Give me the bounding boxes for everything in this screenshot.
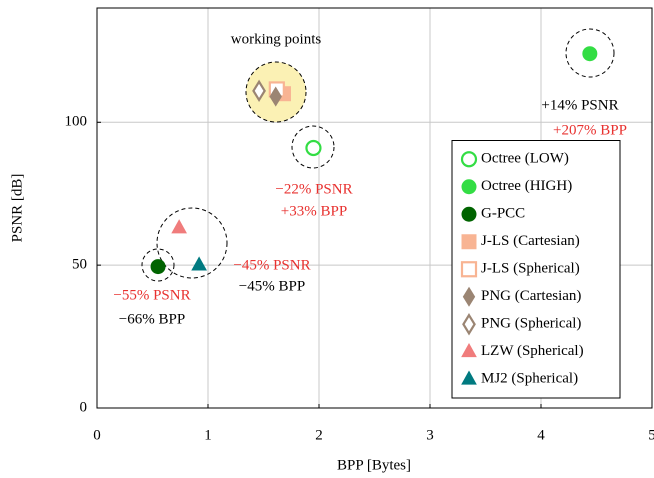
x-tick-label: 4 [537, 427, 545, 443]
legend-marker [462, 313, 476, 336]
legend-label: LZW (Spherical) [481, 343, 584, 359]
x-tick-label: 3 [426, 427, 434, 443]
legend-marker [461, 234, 477, 250]
legend-label: Octree (HIGH) [481, 178, 572, 194]
legend-marker [460, 261, 478, 278]
x-tick-label: 0 [93, 427, 101, 443]
point [191, 256, 207, 271]
annotation: working points [231, 31, 322, 47]
legend-label: PNG (Cartesian) [481, 288, 581, 304]
annotation: +14% PSNR [541, 97, 618, 113]
legend-marker [461, 206, 477, 222]
legend-label: J-LS (Cartesian) [481, 233, 580, 249]
annotation: −45% BPP [239, 278, 305, 294]
y-tick-label: 0 [80, 399, 88, 415]
annotation: −55% PSNR [113, 287, 190, 303]
legend-marker [461, 370, 477, 385]
x-tick-label: 1 [204, 427, 212, 443]
y-tick-label: 100 [65, 114, 88, 130]
legend-label: J-LS (Spherical) [481, 261, 580, 277]
legend-label: MJ2 (Spherical) [481, 371, 578, 387]
y-tick-label: 50 [72, 257, 87, 273]
legend-label: G-PCC [481, 206, 525, 222]
plot-frame [96, 7, 653, 409]
point [150, 259, 166, 275]
annotation: −66% BPP [119, 311, 185, 327]
legend-marker [462, 286, 476, 307]
legend-marker [461, 179, 477, 195]
point [269, 86, 282, 107]
legend-box [451, 140, 621, 399]
annotation: +33% BPP [281, 203, 347, 219]
highlight-circle [565, 28, 615, 78]
highlight-circle [156, 207, 228, 279]
legend-marker [461, 343, 477, 358]
y-axis-label: PSNR [dB] [9, 174, 25, 243]
legend-label: PNG (Spherical) [481, 316, 581, 332]
annotation: +207% BPP [553, 122, 627, 138]
annotation: −45% PSNR [233, 257, 310, 273]
legend-marker [460, 151, 478, 168]
point [582, 46, 598, 62]
x-axis-label: BPP [Bytes] [337, 457, 411, 473]
highlight-circle [291, 125, 335, 169]
point [171, 219, 187, 234]
highlight-circle [141, 248, 175, 282]
x-tick-label: 5 [648, 427, 654, 443]
x-tick-label: 2 [315, 427, 323, 443]
point [252, 79, 266, 103]
legend-label: Octree (LOW) [481, 151, 569, 167]
point [305, 139, 322, 157]
annotation: −22% PSNR [275, 181, 352, 197]
